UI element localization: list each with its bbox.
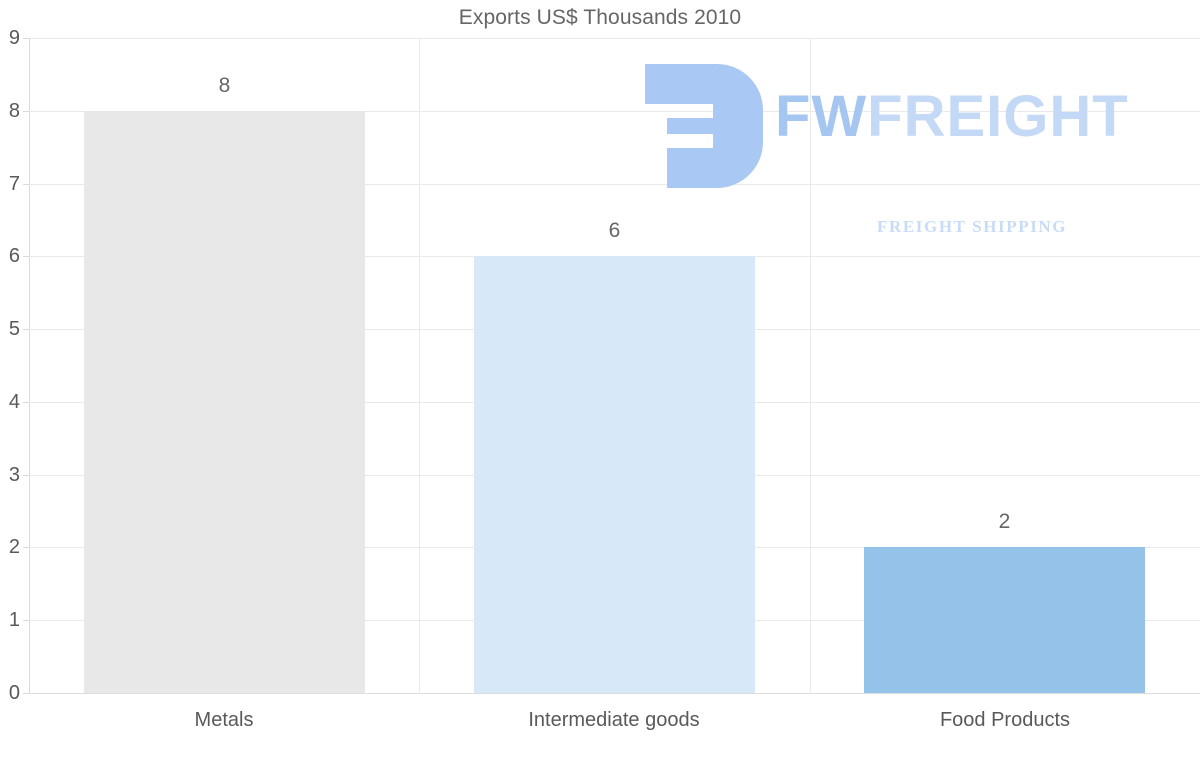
y-axis-tick-mark — [23, 111, 29, 112]
y-axis-tick-label: 3 — [8, 463, 20, 486]
x-axis-label-food-products: Food Products — [939, 709, 1071, 731]
x-axis-label-intermediate-goods: Intermediate goods — [528, 709, 700, 731]
bar-metals[interactable] — [84, 111, 365, 693]
gridline-horizontal — [29, 38, 1200, 39]
y-axis-tick-label: 2 — [8, 536, 20, 559]
x-axis-label-metals: Metals — [194, 709, 254, 731]
gridline-horizontal — [29, 184, 1200, 185]
y-axis-tick-label: 5 — [8, 318, 20, 341]
gridline-vertical — [810, 38, 811, 694]
y-axis-tick-mark — [23, 38, 29, 39]
gridline-vertical — [419, 38, 420, 694]
y-axis-tick-label: 9 — [8, 27, 20, 49]
gridline-horizontal — [29, 693, 1200, 694]
y-axis-tick-mark — [23, 256, 29, 257]
y-axis-tick-mark — [23, 184, 29, 185]
y-axis-tick-label: 1 — [8, 609, 20, 632]
y-axis-line — [29, 38, 30, 694]
gridline-horizontal — [29, 111, 1200, 112]
y-axis-tick-mark — [23, 402, 29, 403]
y-axis-tick-mark — [23, 693, 29, 694]
y-axis-tick-mark — [23, 329, 29, 330]
chart-title: Exports US$ Thousands 2010 — [458, 6, 742, 29]
plot-area: 8 6 2 — [29, 38, 1200, 694]
y-axis-tick-mark — [23, 475, 29, 476]
y-axis-tick-label: 0 — [8, 682, 20, 704]
y-axis-tick-label: 7 — [8, 172, 20, 195]
bar-value-label: 8 — [218, 74, 231, 97]
y-axis-tick-mark — [23, 547, 29, 548]
y-axis-tick-label: 6 — [8, 245, 20, 268]
y-axis-tick-mark — [23, 620, 29, 621]
bar-food-products[interactable] — [864, 547, 1145, 693]
bar-value-label: 6 — [608, 219, 621, 242]
bar-value-label: 2 — [998, 510, 1011, 533]
y-axis-tick-label: 8 — [8, 99, 20, 122]
y-axis-tick-label: 4 — [8, 390, 20, 413]
bar-intermediate-goods[interactable] — [474, 256, 755, 693]
